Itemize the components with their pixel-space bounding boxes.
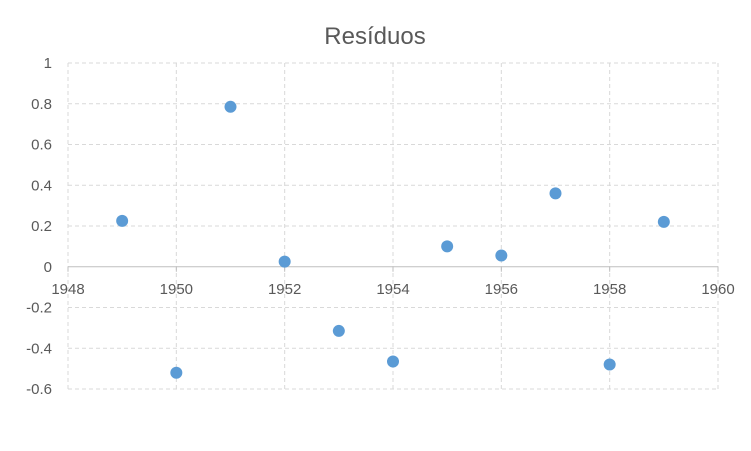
data-point (224, 100, 237, 113)
x-tick-label: 1954 (376, 281, 409, 298)
data-points (116, 100, 670, 379)
data-point (332, 324, 345, 337)
y-tick-label: -0.6 (26, 381, 52, 398)
y-tick-label: -0.2 (26, 300, 52, 317)
data-point (549, 187, 562, 200)
x-tick-label: 1960 (701, 281, 734, 298)
y-tick-label: 0.6 (31, 137, 52, 154)
x-axis-tick-labels: 1948 1950 1952 1954 1956 1958 1960 (51, 281, 734, 298)
data-point (495, 249, 508, 262)
grid-lines (67, 62, 719, 390)
data-point (441, 240, 454, 253)
x-tick-label: 1952 (268, 281, 301, 298)
y-tick-label: 0.4 (31, 177, 52, 194)
x-tick-label: 1958 (593, 281, 626, 298)
chart-title: Resíduos (324, 23, 425, 50)
data-point (278, 255, 291, 268)
data-point (387, 355, 399, 368)
x-tick-label: 1948 (51, 281, 84, 298)
y-tick-label: 0.8 (31, 96, 52, 113)
y-tick-label: 0 (44, 259, 52, 276)
x-tick-label: 1956 (485, 281, 518, 298)
data-point (170, 366, 183, 379)
y-axis-tick-labels: 1 0.8 0.6 0.4 0.2 0 -0.2 -0.4 -0.6 (26, 55, 52, 398)
y-tick-label: 1 (44, 55, 52, 72)
x-tick-label: 1950 (160, 281, 193, 298)
y-tick-label: -0.4 (26, 340, 52, 357)
data-point (116, 214, 129, 227)
data-point (657, 215, 670, 228)
y-tick-label: 0.2 (31, 218, 52, 235)
x-axis (67, 266, 719, 272)
data-point (603, 358, 616, 371)
